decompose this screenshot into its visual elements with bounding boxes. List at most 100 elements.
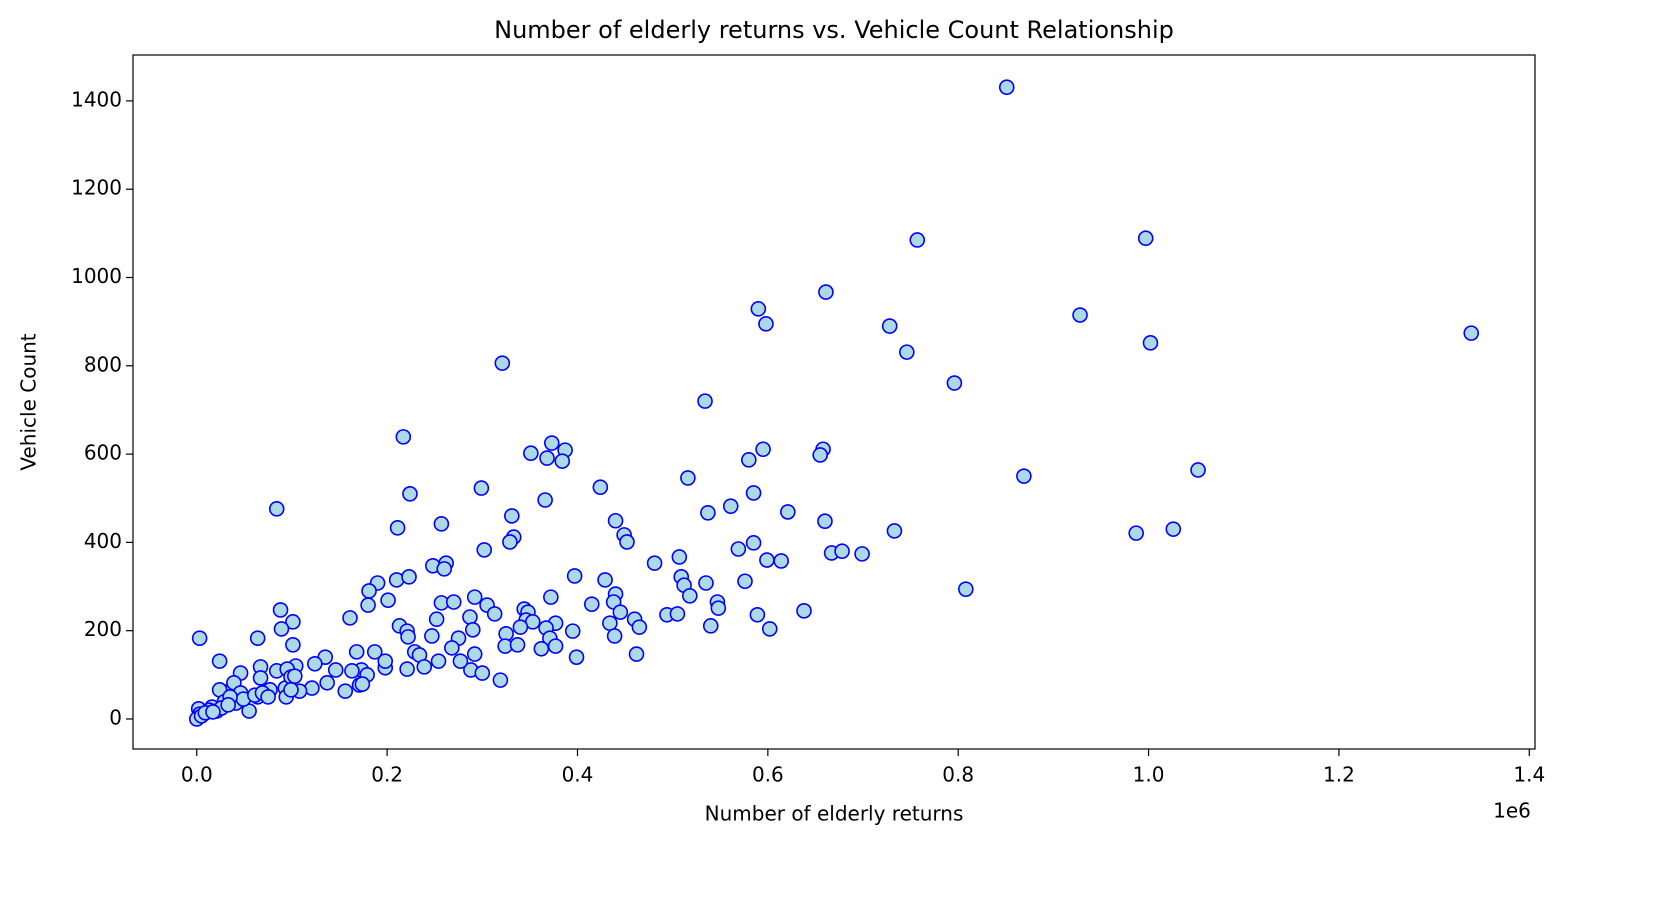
point	[583, 596, 600, 612]
point	[1190, 462, 1206, 478]
x-axis-label: Number of elderly returns	[705, 802, 964, 826]
point	[424, 628, 440, 644]
point	[466, 646, 483, 662]
point	[543, 589, 559, 605]
y-tick-label: 600	[84, 441, 122, 465]
point	[306, 655, 323, 672]
point	[494, 355, 511, 371]
point	[730, 541, 747, 557]
y-tick-label: 1000	[71, 264, 122, 288]
point	[958, 581, 974, 597]
point	[854, 546, 870, 562]
chart-title: Number of elderly returns vs. Vehicle Co…	[494, 16, 1174, 44]
point	[444, 640, 460, 656]
point	[669, 606, 686, 622]
x-tick-label: 0.2	[371, 763, 403, 787]
point	[486, 606, 503, 622]
point	[539, 450, 555, 466]
point	[710, 600, 727, 616]
point	[319, 674, 335, 691]
point	[737, 573, 753, 590]
point	[680, 470, 696, 486]
point	[401, 569, 417, 585]
point	[366, 644, 383, 660]
point	[220, 697, 236, 713]
point	[268, 501, 285, 517]
y-tick-label: 800	[84, 352, 122, 376]
y-tick-label: 1400	[71, 87, 122, 111]
y-tick-label: 1200	[71, 176, 122, 200]
point	[749, 606, 766, 623]
point	[327, 662, 344, 678]
x-tick-label: 0.0	[181, 763, 213, 787]
point	[402, 486, 418, 502]
x-offset-label: 1e6	[1493, 799, 1531, 823]
point	[1137, 230, 1154, 247]
point	[512, 619, 529, 635]
point	[1016, 468, 1032, 484]
point	[211, 653, 228, 669]
point	[476, 542, 493, 558]
point	[671, 549, 688, 565]
x-tick-label: 1.2	[1323, 763, 1355, 787]
point	[252, 670, 269, 686]
point	[360, 597, 376, 613]
point	[597, 572, 613, 588]
point	[646, 555, 663, 571]
point	[606, 628, 623, 644]
point	[287, 668, 303, 684]
point	[205, 704, 221, 720]
point	[755, 441, 771, 458]
point	[700, 505, 716, 521]
point	[758, 316, 774, 332]
point	[466, 589, 483, 605]
point	[543, 435, 560, 451]
point	[702, 618, 719, 634]
point	[780, 504, 796, 520]
point	[592, 479, 609, 496]
point	[533, 640, 550, 657]
point	[761, 621, 778, 637]
point	[249, 630, 266, 646]
point	[628, 646, 645, 662]
point	[452, 653, 469, 669]
point	[380, 592, 396, 609]
point	[697, 393, 713, 409]
point	[1165, 521, 1182, 537]
point	[745, 485, 762, 501]
point	[473, 480, 490, 496]
point	[812, 447, 828, 463]
point	[464, 622, 481, 638]
point	[899, 344, 915, 360]
point	[564, 623, 581, 639]
point	[436, 561, 453, 577]
point	[400, 629, 416, 645]
point	[818, 284, 834, 300]
point	[909, 232, 926, 248]
point	[504, 508, 520, 524]
point	[260, 689, 276, 705]
point	[1142, 335, 1159, 351]
point	[619, 534, 635, 550]
point	[998, 79, 1015, 96]
x-tick-label: 0.8	[942, 763, 974, 787]
point	[1072, 307, 1088, 323]
x-tick-label: 0.4	[562, 763, 594, 787]
y-tick-label: 0	[109, 705, 122, 729]
point	[462, 609, 478, 625]
point	[745, 535, 762, 551]
point	[348, 644, 365, 660]
point	[389, 520, 406, 536]
y-axis-label: Vehicle Count	[17, 333, 41, 470]
point	[354, 676, 371, 692]
point	[430, 653, 447, 669]
point	[342, 610, 358, 626]
point	[612, 604, 629, 620]
point	[377, 653, 394, 669]
point	[602, 615, 618, 631]
point	[722, 498, 739, 514]
point	[773, 553, 789, 569]
point	[566, 568, 583, 584]
y-tick-label: 200	[84, 617, 122, 641]
